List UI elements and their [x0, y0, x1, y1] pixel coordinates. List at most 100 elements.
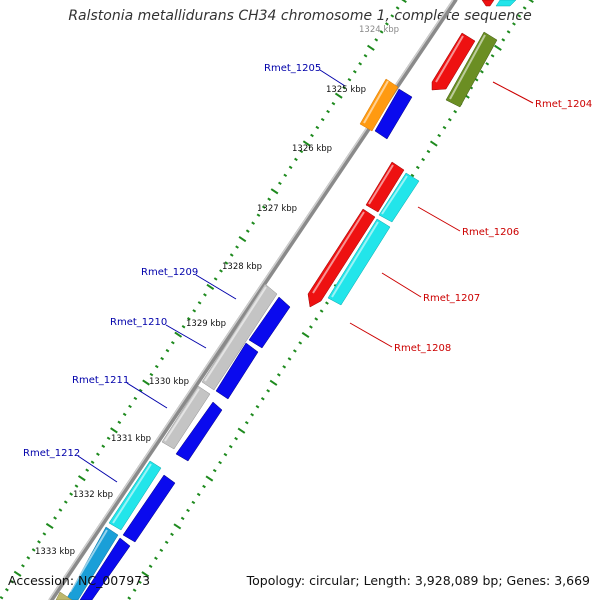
ruler-label: 1329 kbp — [186, 319, 226, 329]
gene-label-rmet-1205[interactable]: Rmet_1205 — [264, 63, 321, 74]
gene-arrow-blue[interactable] — [248, 296, 291, 349]
ruler-tick-major — [334, 92, 343, 99]
gene-arrow-blue[interactable] — [79, 537, 131, 600]
gene-arrow-grey[interactable] — [201, 283, 278, 391]
gene-arrow-tan[interactable] — [55, 591, 73, 600]
summary-text: Topology: circular; Length: 3,928,089 bp… — [246, 573, 590, 588]
ruler-tick — [234, 436, 238, 441]
ruler-tick — [58, 508, 63, 512]
ruler-label: 1331 kbp — [111, 434, 151, 444]
ruler-tick — [379, 30, 384, 34]
gene-arrow-cyan[interactable] — [378, 172, 420, 223]
gene-arrow-grey[interactable] — [161, 385, 211, 450]
ruler-label: 1327 kbp — [257, 204, 297, 214]
ruler-tick — [180, 516, 185, 521]
ruler-tick-major — [367, 44, 375, 51]
ruler-tick — [283, 173, 288, 178]
gene-arrow-blue[interactable] — [122, 474, 176, 543]
ruler-tick — [474, 78, 479, 82]
ruler-label: 1324 kbp — [359, 25, 399, 35]
ruler-tick — [21, 564, 25, 568]
ruler-tick — [292, 349, 297, 353]
ruler-tick — [181, 325, 186, 329]
gene-label-rmet-1210[interactable]: Rmet_1210 — [110, 317, 167, 328]
gene-arrow-red[interactable] — [307, 208, 376, 308]
ruler-tick — [154, 556, 158, 560]
ruler-tick — [506, 30, 511, 34]
ruler-tick — [256, 213, 261, 217]
ruler-tick-major — [302, 140, 311, 147]
gene-arrow-red[interactable] — [481, 0, 495, 7]
ruler-tick — [342, 85, 347, 90]
ruler-tick — [415, 165, 420, 170]
gene-label-rmet-1207[interactable]: Rmet_1207 — [423, 293, 480, 304]
ruler-label: 1330 kbp — [149, 377, 189, 387]
ruler-tick — [261, 205, 266, 209]
gene-arrow-cyan[interactable] — [108, 460, 162, 531]
accession-text: Accession: NC_007973 — [8, 573, 151, 588]
ruler-tick — [480, 70, 484, 74]
reverse-genes — [55, 78, 413, 600]
ruler-tick-major — [205, 475, 214, 482]
ruler-labels: 1324 kbp 1325 kbp 1326 kbp 1327 kbp 1328… — [35, 25, 399, 557]
ruler-tick — [90, 460, 95, 464]
gene-arrow-blue[interactable] — [215, 342, 259, 400]
ruler-tick — [421, 157, 426, 162]
ruler-tick — [96, 452, 100, 456]
ruler-tick — [245, 229, 250, 233]
gene-label-rmet-1208[interactable]: Rmet_1208 — [394, 343, 451, 354]
gene-arrow-red[interactable] — [431, 32, 476, 91]
gene-arrow-orange[interactable] — [359, 78, 399, 132]
gene-arrow-olive[interactable] — [445, 31, 498, 108]
gene-arrow-blue[interactable] — [175, 401, 223, 462]
ruler-tick — [132, 588, 137, 592]
ruler-tick — [31, 548, 36, 552]
ruler-tick — [122, 412, 127, 417]
gene-arrow-cyan[interactable] — [327, 218, 391, 306]
ruler-tick — [358, 62, 363, 66]
ruler-tick-major — [141, 571, 150, 578]
ruler-tick-major — [174, 331, 183, 338]
ruler-tick — [517, 14, 522, 18]
ruler-tick — [315, 125, 320, 130]
ruler-tick — [138, 388, 143, 393]
ruler-tick — [229, 253, 234, 257]
ruler-tick — [53, 516, 57, 520]
gene-label-rmet-1209[interactable]: Rmet_1209 — [141, 267, 198, 278]
ruler-tick — [299, 149, 304, 154]
ruler-tick — [10, 580, 15, 584]
ruler-tick — [326, 109, 330, 114]
gene-highlights — [69, 34, 486, 593]
ruler-tick — [191, 500, 196, 505]
gene-label-rmet-1206[interactable]: Rmet_1206 — [462, 227, 519, 238]
ruler-tick — [5, 588, 9, 592]
ruler-tick — [133, 396, 138, 401]
gene-arrow-red[interactable] — [365, 161, 405, 213]
ruler-tick — [127, 596, 132, 600]
ruler-tick — [437, 133, 442, 138]
ruler-tick — [37, 540, 41, 544]
ruler-tick — [212, 468, 217, 473]
ruler-label: 1332 kbp — [73, 490, 113, 500]
ruler-tick — [267, 197, 272, 201]
ruler-tick — [255, 405, 260, 409]
ruler-tick — [196, 492, 201, 497]
ruler-tick — [164, 540, 169, 545]
ruler-tick — [294, 157, 298, 162]
ruler-tick — [278, 181, 282, 186]
ruler-label: 1333 kbp — [35, 547, 75, 557]
ruler-tick — [331, 101, 336, 106]
gene-arrow-cyan[interactable] — [495, 0, 517, 7]
gene-label-rmet-1204[interactable]: Rmet_1204 — [535, 99, 592, 110]
gene-label-rmet-1212[interactable]: Rmet_1212 — [23, 448, 80, 459]
ruler-tick — [250, 412, 255, 417]
gene-arrow-blue[interactable] — [374, 88, 413, 140]
ruler-tick — [320, 117, 325, 122]
ruler-tick — [128, 404, 132, 409]
gene-label-rmet-1211[interactable]: Rmet_1211 — [72, 375, 129, 386]
ruler-tick — [69, 492, 74, 496]
ruler-tick — [219, 269, 223, 273]
ruler-tick-major — [270, 188, 279, 195]
ruler-tick — [42, 532, 47, 536]
ruler-tick — [197, 301, 202, 305]
